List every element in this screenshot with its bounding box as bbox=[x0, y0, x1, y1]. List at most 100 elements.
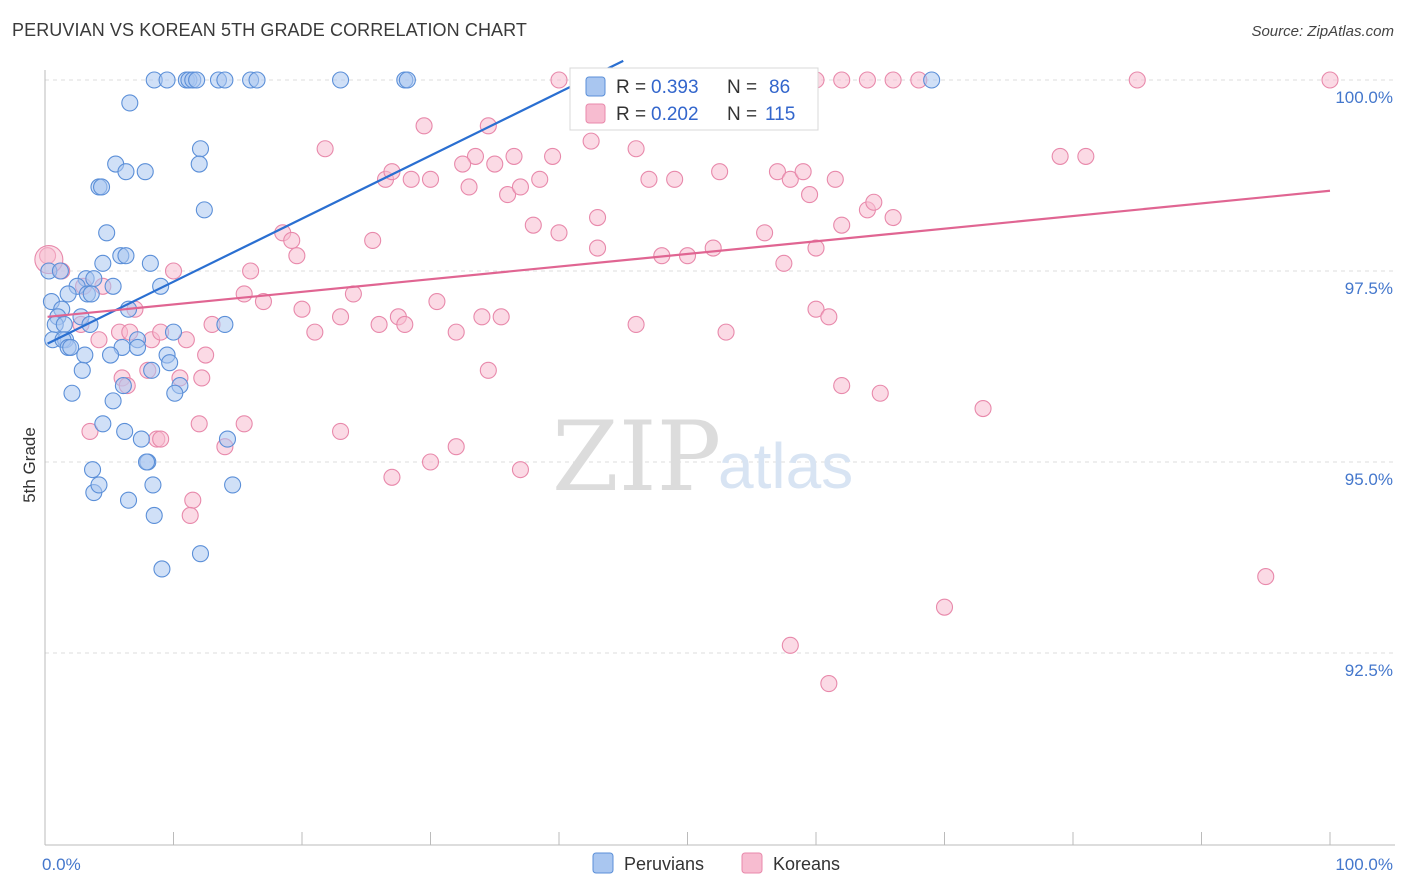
peruvian-point[interactable] bbox=[121, 94, 139, 112]
korean-point[interactable] bbox=[711, 163, 729, 181]
korean-point[interactable] bbox=[402, 170, 420, 188]
peruvian-point[interactable] bbox=[104, 277, 122, 295]
korean-point[interactable] bbox=[415, 117, 433, 135]
peruvian-point[interactable] bbox=[136, 163, 154, 181]
peruvian-point[interactable] bbox=[119, 491, 138, 509]
peruvian-point[interactable] bbox=[85, 270, 103, 288]
korean-point[interactable] bbox=[331, 308, 350, 326]
peruvian-point[interactable] bbox=[104, 392, 122, 410]
korean-point[interactable] bbox=[193, 369, 211, 387]
peruvian-point[interactable] bbox=[116, 422, 134, 440]
peruvian-point[interactable] bbox=[83, 461, 102, 479]
korean-point[interactable] bbox=[293, 300, 311, 318]
korean-point[interactable] bbox=[627, 315, 645, 334]
korean-point[interactable] bbox=[473, 308, 491, 326]
peruvian-point[interactable] bbox=[82, 285, 100, 303]
peruvian-point[interactable] bbox=[166, 384, 184, 402]
korean-point[interactable] bbox=[235, 415, 253, 433]
peruvian-point[interactable] bbox=[94, 254, 112, 272]
korean-point[interactable] bbox=[152, 430, 170, 448]
korean-point[interactable] bbox=[974, 399, 992, 418]
peruvian-point[interactable] bbox=[224, 476, 242, 494]
bottom-legend-label-koreans[interactable]: Koreans bbox=[773, 854, 840, 874]
korean-point[interactable] bbox=[242, 262, 260, 280]
korean-point[interactable] bbox=[90, 331, 108, 349]
korean-point[interactable] bbox=[1077, 147, 1095, 165]
korean-point[interactable] bbox=[288, 247, 306, 265]
peruvian-point[interactable] bbox=[164, 323, 183, 341]
korean-point[interactable] bbox=[666, 170, 684, 188]
korean-point[interactable] bbox=[447, 438, 465, 456]
korean-point[interactable] bbox=[364, 231, 382, 249]
korean-point[interactable] bbox=[801, 186, 819, 204]
peruvian-point[interactable] bbox=[218, 430, 237, 448]
peruvian-point[interactable] bbox=[143, 361, 161, 379]
peruvian-point[interactable] bbox=[101, 346, 120, 364]
korean-point[interactable] bbox=[383, 468, 401, 486]
korean-point[interactable] bbox=[479, 361, 497, 379]
korean-point[interactable] bbox=[544, 147, 562, 165]
korean-point[interactable] bbox=[531, 170, 549, 188]
peruvian-point[interactable] bbox=[216, 315, 234, 334]
korean-point[interactable] bbox=[492, 308, 510, 326]
korean-point[interactable] bbox=[871, 384, 889, 402]
peruvian-point[interactable] bbox=[117, 247, 135, 265]
korean-point[interactable] bbox=[588, 239, 607, 257]
peruvian-point[interactable] bbox=[161, 354, 179, 372]
korean-point[interactable] bbox=[235, 285, 253, 303]
bottom-legend-label-peruvians[interactable]: Peruvians bbox=[624, 854, 704, 874]
peruvian-point[interactable] bbox=[62, 338, 80, 356]
korean-point[interactable] bbox=[1321, 71, 1339, 89]
peruvian-point[interactable] bbox=[191, 140, 210, 158]
peruvian-point[interactable] bbox=[190, 155, 208, 173]
peruvian-point[interactable] bbox=[923, 71, 941, 89]
korean-point[interactable] bbox=[511, 178, 530, 196]
korean-point[interactable] bbox=[479, 117, 497, 135]
peruvian-point[interactable] bbox=[94, 415, 112, 433]
korean-point[interactable] bbox=[499, 186, 517, 204]
peruvian-point[interactable] bbox=[55, 315, 73, 334]
korean-point[interactable] bbox=[447, 323, 465, 341]
korean-point[interactable] bbox=[164, 262, 183, 280]
korean-point[interactable] bbox=[190, 415, 208, 433]
peruvian-point[interactable] bbox=[216, 71, 234, 89]
peruvian-point[interactable] bbox=[51, 262, 69, 280]
peruvian-point[interactable] bbox=[158, 71, 176, 89]
korean-point[interactable] bbox=[756, 224, 774, 242]
peruvian-point[interactable] bbox=[331, 71, 350, 89]
korean-point[interactable] bbox=[421, 453, 440, 471]
korean-point[interactable] bbox=[396, 315, 414, 334]
korean-point[interactable] bbox=[627, 140, 645, 158]
korean-point[interactable] bbox=[1257, 568, 1275, 586]
peruvian-point[interactable] bbox=[76, 346, 94, 364]
korean-point[interactable] bbox=[486, 155, 504, 173]
korean-point[interactable] bbox=[640, 170, 658, 188]
peruvian-point[interactable] bbox=[92, 178, 111, 196]
peruvian-point[interactable] bbox=[128, 338, 147, 356]
peruvian-point[interactable] bbox=[117, 163, 135, 181]
peruvian-point[interactable] bbox=[188, 71, 206, 89]
korean-point[interactable] bbox=[768, 163, 787, 181]
korean-point[interactable] bbox=[717, 323, 735, 341]
korean-point[interactable] bbox=[884, 71, 902, 89]
korean-point[interactable] bbox=[820, 308, 838, 326]
korean-point[interactable] bbox=[588, 208, 607, 227]
korean-point[interactable] bbox=[1128, 71, 1146, 89]
peruvian-point[interactable] bbox=[141, 254, 159, 272]
korean-point[interactable] bbox=[884, 208, 902, 227]
peruvian-point[interactable] bbox=[195, 201, 213, 219]
korean-point[interactable] bbox=[865, 193, 883, 211]
peruvian-point[interactable] bbox=[63, 384, 81, 402]
peruvian-point[interactable] bbox=[114, 377, 132, 395]
korean-point[interactable] bbox=[826, 170, 844, 188]
korean-point[interactable] bbox=[807, 239, 825, 257]
peruvian-point[interactable] bbox=[191, 545, 210, 563]
korean-point[interactable] bbox=[454, 155, 472, 173]
korean-point[interactable] bbox=[181, 506, 199, 525]
korean-point[interactable] bbox=[550, 71, 568, 89]
peruvian-point[interactable] bbox=[73, 361, 91, 379]
korean-point[interactable] bbox=[428, 293, 446, 311]
korean-point[interactable] bbox=[184, 491, 202, 509]
bottom-legend-swatch-peruvians[interactable] bbox=[592, 852, 614, 874]
peruvian-point[interactable] bbox=[137, 453, 156, 471]
